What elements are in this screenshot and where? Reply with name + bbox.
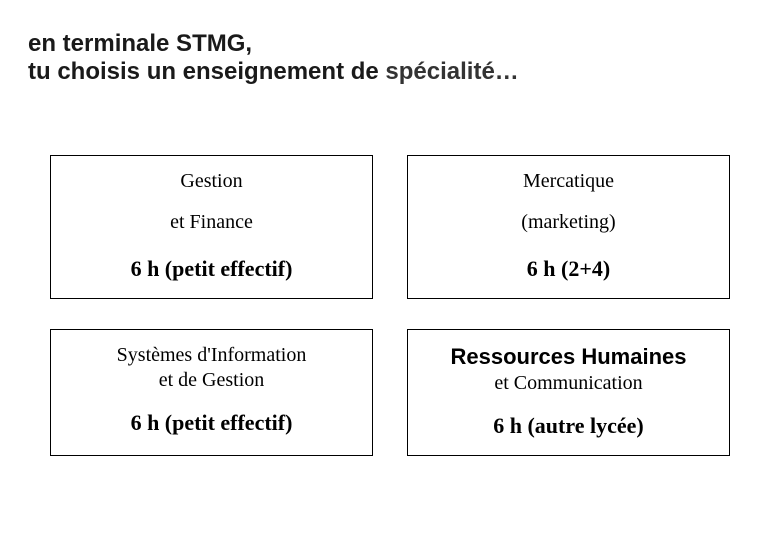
slide-title: en terminale STMG, tu choisis un enseign… xyxy=(28,30,752,86)
card-line2: et Communication xyxy=(418,372,719,395)
card-line2: et Finance xyxy=(61,211,362,234)
card-line1: Ressources Humaines xyxy=(418,344,719,370)
card-line1: Systèmes d'Information xyxy=(61,344,362,367)
card-line1: Gestion xyxy=(61,170,362,193)
card-line2: (marketing) xyxy=(418,211,719,234)
title-line1: en terminale STMG, xyxy=(28,30,752,58)
card-hours: 6 h (petit effectif) xyxy=(61,256,362,282)
card-mercatique: Mercatique (marketing) 6 h (2+4) xyxy=(407,155,730,299)
card-gestion-finance: Gestion et Finance 6 h (petit effectif) xyxy=(50,155,373,299)
card-hours: 6 h (petit effectif) xyxy=(61,410,362,436)
card-hours: 6 h (2+4) xyxy=(418,256,719,282)
title-special: spécialité… xyxy=(385,58,518,85)
title-line2: tu choisis un enseignement de spécialité… xyxy=(28,58,752,86)
card-grid: Gestion et Finance 6 h (petit effectif) … xyxy=(50,155,730,456)
card-rh: Ressources Humaines et Communication 6 h… xyxy=(407,329,730,456)
card-hours: 6 h (autre lycée) xyxy=(418,413,719,439)
card-line2: et de Gestion xyxy=(61,369,362,392)
title-line2a: tu choisis un enseignement de xyxy=(28,58,385,85)
card-sig: Systèmes d'Information et de Gestion 6 h… xyxy=(50,329,373,456)
card-line1: Mercatique xyxy=(418,170,719,193)
